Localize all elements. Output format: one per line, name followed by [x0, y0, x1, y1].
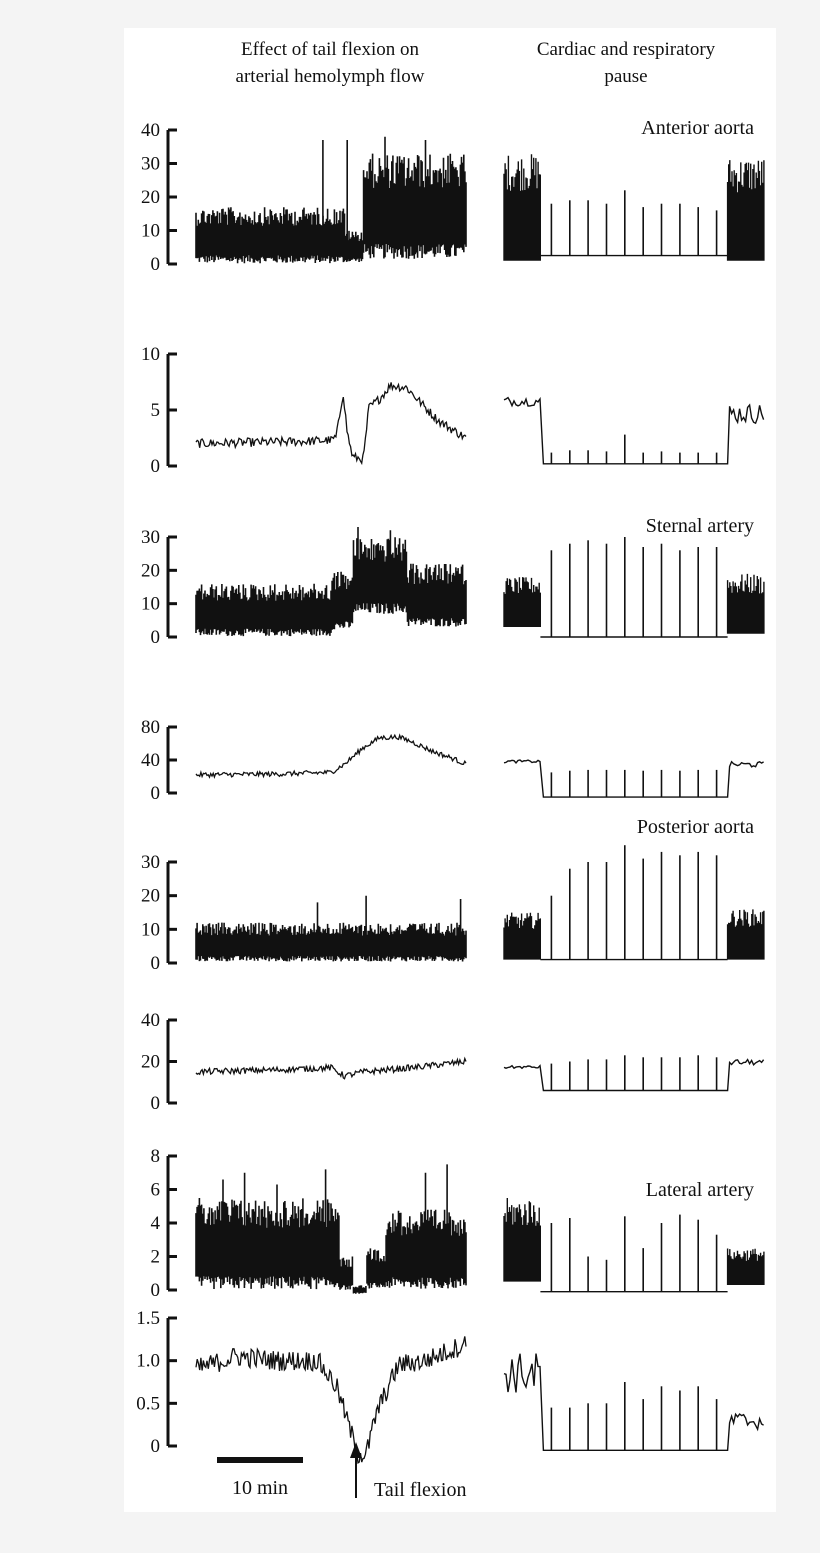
y-tick-label: 5: [151, 400, 161, 421]
column-headers: Effect of tail flexion on arterial hemol…: [236, 39, 716, 87]
y-tick-label: 10: [141, 594, 160, 615]
y-tick-label: 20: [141, 560, 160, 581]
right-trace: [503, 573, 765, 638]
left-trace: [195, 1056, 467, 1080]
y-tick-label: 10: [141, 919, 160, 940]
y-tick-label: 30: [141, 154, 160, 175]
right-trace: [503, 909, 765, 961]
panel-sternal-phasic: 0102030Phasic velocity(kHz)Sternal arter…: [141, 515, 765, 648]
scale-bar: [217, 1457, 303, 1463]
figure-footer: 10 min Tail flexion: [217, 1442, 466, 1501]
y-tick-label: 1.0: [136, 1351, 160, 1372]
panel-lateral-mean: 00.51.01.5Mean flow(ml min⁻¹): [136, 1308, 764, 1465]
right-trace: [503, 396, 765, 465]
left-trace: [195, 136, 467, 264]
panel-posterior-mean: 02040Mean flow(ml min⁻¹): [141, 1010, 765, 1114]
y-tick-label: 8: [151, 1146, 161, 1167]
y-tick-label: 80: [141, 717, 160, 738]
y-tick-label: 0: [151, 1436, 161, 1457]
left-column-title-line2: arterial hemolymph flow: [236, 66, 425, 87]
y-tick-label: 0: [151, 456, 161, 477]
y-tick-label: 0: [151, 627, 161, 648]
left-trace: [195, 1336, 467, 1465]
y-tick-label: 0: [151, 254, 161, 275]
y-tick-label: 30: [141, 852, 160, 873]
y-tick-label: 10: [141, 221, 160, 242]
left-trace: [195, 733, 467, 779]
vessel-label: Anterior aorta: [641, 117, 754, 139]
right-trace: [503, 1198, 765, 1293]
y-tick-label: 40: [141, 120, 160, 141]
y-tick-label: 40: [141, 1010, 160, 1031]
left-trace: [195, 382, 467, 466]
y-tick-label: 20: [141, 187, 160, 208]
panel-lateral-phasic: 02468Phasic velocity(kHz)Lateral artery: [151, 1146, 765, 1301]
y-tick-label: 40: [141, 750, 160, 771]
y-tick-label: 0: [151, 1280, 161, 1301]
panel-sternal-mean: 04080Mean flow(ml min⁻¹): [141, 717, 764, 804]
left-column-title-line1: Effect of tail flexion on: [241, 39, 419, 60]
tail-flexion-label: Tail flexion: [374, 1479, 466, 1501]
chart-panels: 010203040Phasic velocity(kHz)Anterior ao…: [136, 117, 765, 1465]
y-tick-label: 30: [141, 527, 160, 548]
chart-canvas: Effect of tail flexion on arterial hemol…: [136, 39, 765, 1501]
right-trace: [503, 1353, 764, 1451]
left-trace: [195, 895, 467, 962]
y-tick-label: 0: [151, 953, 161, 974]
y-tick-label: 6: [151, 1180, 161, 1201]
figure-panel: Effect of tail flexion on arterial hemol…: [124, 28, 776, 1512]
y-tick-label: 10: [141, 344, 160, 365]
right-trace: [503, 759, 764, 798]
y-tick-label: 20: [141, 1052, 160, 1073]
right-trace: [503, 154, 765, 261]
vessel-label: Sternal artery: [646, 515, 754, 537]
panel-posterior-phasic: 0102030Phasic velocity(kHz)Posterior aor…: [141, 816, 765, 974]
panel-anterior-mean: 0510Mean flow(ml min⁻¹): [141, 344, 765, 477]
tail-flexion-arrow-head: [350, 1442, 362, 1458]
panel-anterior-phasic: 010203040Phasic velocity(kHz)Anterior ao…: [141, 117, 765, 275]
left-trace: [195, 527, 467, 637]
y-tick-label: 1.5: [136, 1308, 160, 1329]
vessel-label: Posterior aorta: [637, 816, 754, 838]
right-column-title-line2: pause: [604, 66, 647, 87]
y-tick-label: 0.5: [136, 1393, 160, 1414]
y-tick-label: 0: [151, 783, 161, 804]
y-tick-label: 0: [151, 1093, 161, 1114]
vessel-label: Lateral artery: [646, 1179, 754, 1201]
left-trace: [195, 1164, 467, 1294]
right-trace: [503, 1058, 765, 1092]
y-tick-label: 4: [151, 1213, 161, 1234]
right-column-title-line1: Cardiac and respiratory: [537, 39, 716, 60]
y-tick-label: 2: [151, 1247, 161, 1268]
scale-bar-label: 10 min: [232, 1477, 288, 1499]
y-tick-label: 20: [141, 886, 160, 907]
